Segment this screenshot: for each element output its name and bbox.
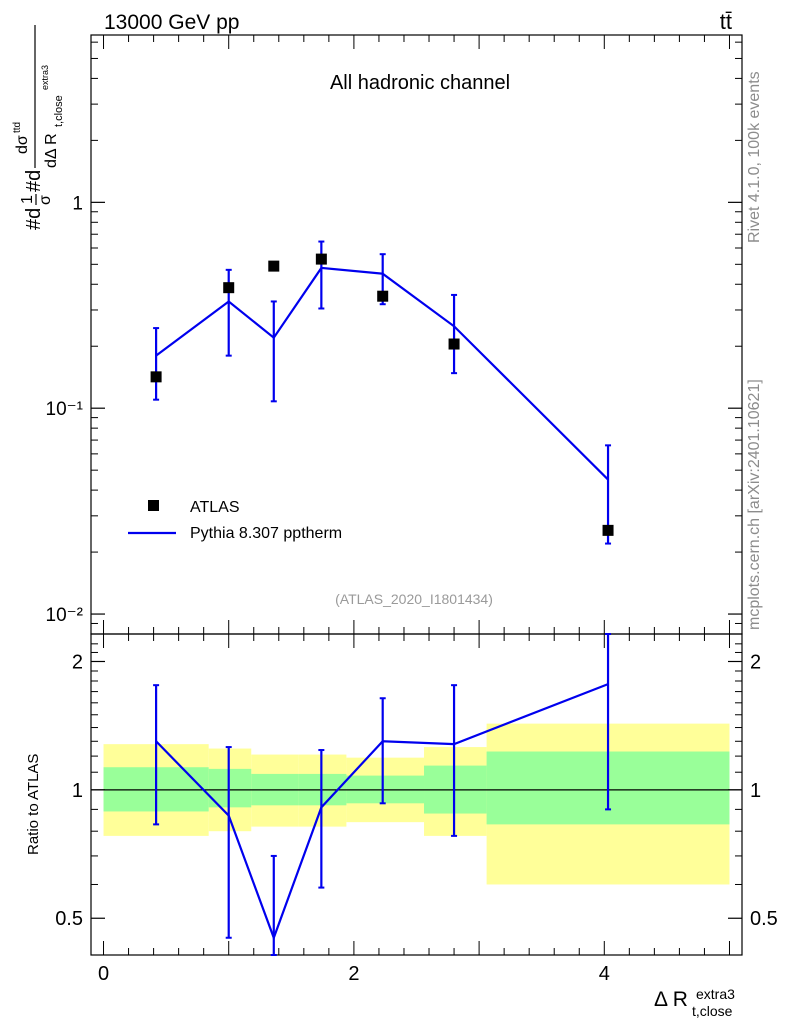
- x-tick-label: 2: [348, 963, 359, 985]
- energy-label: 13000 GeV pp: [104, 11, 239, 34]
- main-atlas-marker: [602, 524, 614, 536]
- main-atlas-marker: [223, 282, 235, 294]
- ratio-frame: [90, 633, 743, 956]
- main-atlas-marker: [377, 290, 389, 302]
- svg-text:extra3: extra3: [40, 65, 50, 90]
- ratio-y-tick-label-right: 1: [750, 780, 761, 802]
- svg-text:1: 1: [19, 195, 36, 204]
- ratio-y-tick-label-left: 2: [72, 651, 83, 673]
- legend: ATLAS Pythia 8.307 pptherm: [128, 499, 342, 542]
- ratio-panel-background: [91, 723, 742, 885]
- process-label: tt̄: [720, 9, 732, 34]
- mcplots-label: mcplots.cern.ch [arXiv:2401.10621]: [746, 379, 763, 630]
- x-axis-label: Δ R extra3 t,close: [654, 986, 735, 1019]
- legend-marker-atlas: [148, 500, 159, 511]
- ratio-y-tick-label-right: 0.5: [750, 908, 778, 930]
- ratio-y-tick-label-left: 1: [72, 780, 83, 802]
- svg-text:#d: #d: [23, 170, 45, 192]
- svg-text:#d: #d: [23, 208, 45, 230]
- svg-text:ttd: ttd: [12, 122, 23, 133]
- ratio-y-tick-label-right: 2: [750, 651, 761, 673]
- main-y-tick-label: 10⁻²: [46, 605, 84, 626]
- ratio-y-tick-label-left: 0.5: [55, 908, 83, 930]
- svg-text:t,close: t,close: [53, 95, 65, 127]
- main-atlas-marker: [448, 338, 460, 350]
- main-atlas-marker: [315, 253, 327, 265]
- main-atlas-marker: [150, 371, 162, 383]
- main-title: All hadronic channel: [330, 72, 510, 94]
- svg-text:σ: σ: [37, 195, 54, 205]
- analysis-tag: (ATLAS_2020_I1801434): [335, 591, 493, 607]
- svg-text:Δ R: Δ R: [654, 988, 688, 1011]
- main-y-axis-label: #d 1 σ #d dσ ttd dΔ R t,close extra3: [12, 25, 65, 230]
- main-atlas-marker: [268, 260, 280, 272]
- svg-text:dσ: dσ: [14, 135, 31, 154]
- legend-label-pythia: Pythia 8.307 pptherm: [190, 525, 342, 542]
- legend-label-atlas: ATLAS: [190, 499, 240, 516]
- svg-text:dΔ R: dΔ R: [43, 133, 60, 168]
- main-y-tick-label: 1: [72, 193, 83, 214]
- ratio-y-axis-label: Ratio to ATLAS: [25, 754, 42, 855]
- rivet-version-label: Rivet 4.1.0, 100k events: [746, 71, 763, 243]
- x-tick-label: 4: [599, 963, 610, 985]
- svg-text:t,close: t,close: [692, 1003, 733, 1019]
- main-frame: [90, 34, 743, 635]
- main-y-tick-label: 10⁻¹: [46, 399, 84, 420]
- svg-text:extra3: extra3: [696, 986, 735, 1002]
- x-tick-label: 0: [98, 963, 109, 985]
